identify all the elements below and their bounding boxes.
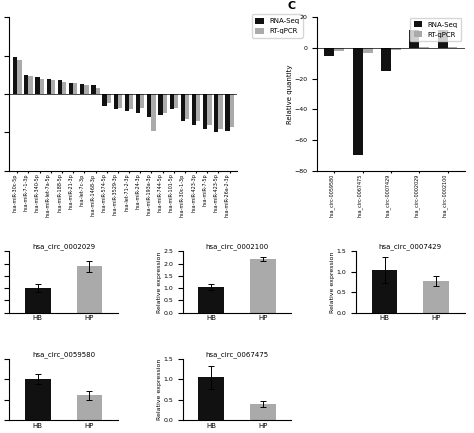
Bar <box>129 94 133 110</box>
Title: hsa_circ_0002029: hsa_circ_0002029 <box>32 243 95 250</box>
Bar <box>334 48 344 51</box>
Bar <box>107 94 111 103</box>
Bar <box>147 94 151 117</box>
Bar <box>51 80 55 94</box>
Bar <box>96 88 100 94</box>
Bar <box>174 94 178 108</box>
Bar <box>219 94 223 129</box>
Bar <box>353 48 363 155</box>
Legend: RNA-Seq, RT-qPCR: RNA-Seq, RT-qPCR <box>410 18 461 41</box>
Bar <box>91 85 96 94</box>
Bar <box>62 82 66 94</box>
Y-axis label: Relative expression: Relative expression <box>157 359 162 420</box>
Bar <box>198 287 224 313</box>
Bar <box>250 259 276 313</box>
Bar <box>419 47 429 48</box>
Bar <box>76 395 102 420</box>
Bar <box>226 94 230 131</box>
Text: C: C <box>288 1 296 11</box>
Bar <box>214 94 219 132</box>
Bar <box>438 29 447 48</box>
Bar <box>40 79 44 94</box>
Y-axis label: Relative expression: Relative expression <box>330 251 335 313</box>
Bar <box>196 94 201 121</box>
Bar <box>170 94 174 110</box>
Title: hsa_circ_0002100: hsa_circ_0002100 <box>205 243 269 250</box>
Bar <box>58 80 62 94</box>
Bar <box>114 94 118 110</box>
Title: hsa_circ_0059580: hsa_circ_0059580 <box>32 351 95 358</box>
Bar <box>230 94 234 127</box>
Legend: RNA-Seq, RT-qPCR: RNA-Seq, RT-qPCR <box>252 14 303 38</box>
Bar <box>73 83 77 94</box>
Bar <box>13 57 18 94</box>
Bar <box>125 94 129 111</box>
Bar <box>136 94 140 113</box>
Bar <box>151 94 155 131</box>
Bar <box>381 48 391 71</box>
Bar <box>76 266 102 313</box>
Title: hsa_circ_0067475: hsa_circ_0067475 <box>205 351 269 358</box>
Bar <box>423 281 449 313</box>
Bar <box>18 59 21 94</box>
Bar <box>372 270 398 313</box>
Bar <box>46 79 51 94</box>
Bar <box>192 94 196 125</box>
Bar <box>158 94 163 116</box>
Bar <box>102 94 107 106</box>
Bar <box>447 47 457 48</box>
Bar <box>391 48 401 50</box>
Bar <box>69 83 73 94</box>
Bar <box>410 29 419 48</box>
Bar <box>28 76 33 94</box>
Bar <box>203 94 207 129</box>
Bar <box>25 288 51 313</box>
Bar <box>363 48 373 52</box>
Bar <box>185 94 189 119</box>
Bar <box>24 75 28 94</box>
Bar <box>325 48 334 56</box>
Y-axis label: Relative expression: Relative expression <box>157 251 162 313</box>
Bar <box>118 94 122 108</box>
Bar <box>25 379 51 420</box>
Bar <box>207 94 211 125</box>
Bar <box>140 94 145 108</box>
Y-axis label: Relative quantity: Relative quantity <box>287 64 293 124</box>
Title: hsa_circ_0007429: hsa_circ_0007429 <box>379 243 442 250</box>
Bar <box>163 94 167 113</box>
Bar <box>84 85 89 94</box>
Bar <box>36 77 40 94</box>
Bar <box>80 84 84 94</box>
Bar <box>198 377 224 420</box>
Bar <box>181 94 185 121</box>
Bar <box>250 404 276 420</box>
